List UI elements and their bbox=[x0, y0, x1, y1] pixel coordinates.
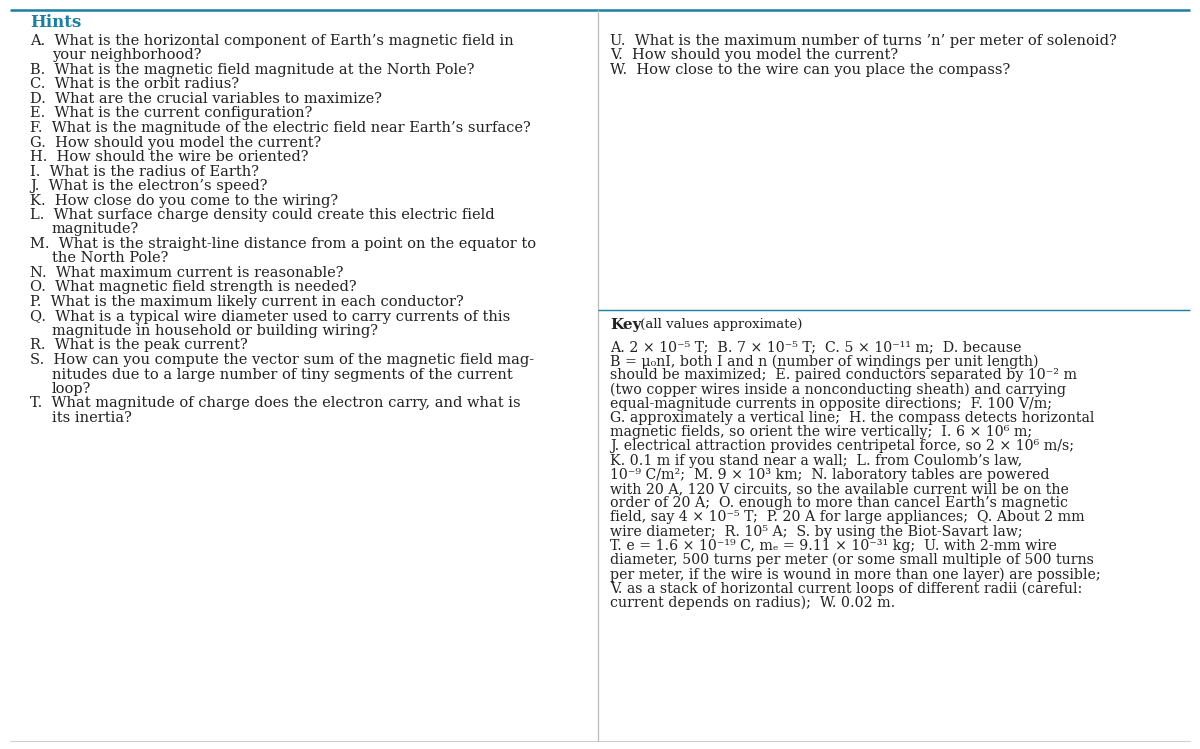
Text: current depends on radius);  W. 0.02 m.: current depends on radius); W. 0.02 m. bbox=[610, 595, 895, 610]
Text: K. 0.1 m if you stand near a wall;  L. from Coulomb’s law,: K. 0.1 m if you stand near a wall; L. fr… bbox=[610, 454, 1022, 467]
Text: I.  What is the radius of Earth?: I. What is the radius of Earth? bbox=[30, 165, 259, 178]
Text: E.  What is the current configuration?: E. What is the current configuration? bbox=[30, 106, 312, 121]
Text: G.  How should you model the current?: G. How should you model the current? bbox=[30, 136, 322, 150]
Text: B = μ₀nI, both I and n (number of windings per unit length): B = μ₀nI, both I and n (number of windin… bbox=[610, 354, 1038, 369]
Text: V.  How should you model the current?: V. How should you model the current? bbox=[610, 49, 898, 62]
Text: S.  How can you compute the vector sum of the magnetic field mag-: S. How can you compute the vector sum of… bbox=[30, 353, 534, 367]
Text: diameter, 500 turns per meter (or some small multiple of 500 turns: diameter, 500 turns per meter (or some s… bbox=[610, 553, 1094, 568]
Text: your neighborhood?: your neighborhood? bbox=[52, 49, 202, 62]
Text: should be maximized;  E. paired conductors separated by 10⁻² m: should be maximized; E. paired conductor… bbox=[610, 369, 1078, 383]
Text: equal-magnitude currents in opposite directions;  F. 100 V/m;: equal-magnitude currents in opposite dir… bbox=[610, 397, 1052, 410]
Text: F.  What is the magnitude of the electric field near Earth’s surface?: F. What is the magnitude of the electric… bbox=[30, 121, 530, 135]
Text: R.  What is the peak current?: R. What is the peak current? bbox=[30, 339, 247, 353]
Text: the North Pole?: the North Pole? bbox=[52, 252, 168, 265]
Text: Key: Key bbox=[610, 318, 642, 332]
Text: field, say 4 × 10⁻⁵ T;  P. 20 A for large appliances;  Q. About 2 mm: field, say 4 × 10⁻⁵ T; P. 20 A for large… bbox=[610, 510, 1085, 524]
Text: M.  What is the straight-line distance from a point on the equator to: M. What is the straight-line distance fr… bbox=[30, 237, 536, 251]
Text: U.  What is the maximum number of turns ’n’ per meter of solenoid?: U. What is the maximum number of turns ’… bbox=[610, 34, 1117, 48]
Text: wire diameter;  R. 10⁵ A;  S. by using the Biot-Savart law;: wire diameter; R. 10⁵ A; S. by using the… bbox=[610, 524, 1022, 539]
Text: L.  What surface charge density could create this electric field: L. What surface charge density could cre… bbox=[30, 208, 494, 222]
Text: A.  What is the horizontal component of Earth’s magnetic field in: A. What is the horizontal component of E… bbox=[30, 34, 514, 48]
Text: magnitude?: magnitude? bbox=[52, 222, 139, 237]
Text: 10⁻⁹ C/m²;  M. 9 × 10³ km;  N. laboratory tables are powered: 10⁻⁹ C/m²; M. 9 × 10³ km; N. laboratory … bbox=[610, 468, 1050, 482]
Text: per meter, if the wire is wound in more than one layer) are possible;: per meter, if the wire is wound in more … bbox=[610, 567, 1100, 581]
Text: D.  What are the crucial variables to maximize?: D. What are the crucial variables to max… bbox=[30, 92, 382, 106]
Text: its inertia?: its inertia? bbox=[52, 411, 132, 425]
Text: A. 2 × 10⁻⁵ T;  B. 7 × 10⁻⁵ T;  C. 5 × 10⁻¹¹ m;  D. because: A. 2 × 10⁻⁵ T; B. 7 × 10⁻⁵ T; C. 5 × 10⁻… bbox=[610, 340, 1021, 354]
Text: with 20 A, 120 V circuits, so the available current will be on the: with 20 A, 120 V circuits, so the availa… bbox=[610, 482, 1069, 496]
Text: J. electrical attraction provides centripetal force, so 2 × 10⁶ m/s;: J. electrical attraction provides centri… bbox=[610, 440, 1074, 453]
Text: J.  What is the electron’s speed?: J. What is the electron’s speed? bbox=[30, 179, 268, 193]
Text: H.  How should the wire be oriented?: H. How should the wire be oriented? bbox=[30, 150, 308, 164]
Text: magnitude in household or building wiring?: magnitude in household or building wirin… bbox=[52, 324, 378, 338]
Text: T.  What magnitude of charge does the electron carry, and what is: T. What magnitude of charge does the ele… bbox=[30, 396, 521, 410]
Text: nitudes due to a large number of tiny segments of the current: nitudes due to a large number of tiny se… bbox=[52, 368, 512, 381]
Text: G. approximately a vertical line;  H. the compass detects horizontal: G. approximately a vertical line; H. the… bbox=[610, 411, 1094, 425]
Text: B.  What is the magnetic field magnitude at the North Pole?: B. What is the magnetic field magnitude … bbox=[30, 63, 474, 77]
Text: N.  What maximum current is reasonable?: N. What maximum current is reasonable? bbox=[30, 266, 343, 280]
Text: (all values approximate): (all values approximate) bbox=[636, 318, 803, 331]
Text: magnetic fields, so orient the wire vertically;  I. 6 × 10⁶ m;: magnetic fields, so orient the wire vert… bbox=[610, 425, 1032, 439]
Text: P.  What is the maximum likely current in each conductor?: P. What is the maximum likely current in… bbox=[30, 295, 463, 309]
Text: V. as a stack of horizontal current loops of different radii (careful:: V. as a stack of horizontal current loop… bbox=[610, 581, 1082, 595]
Text: loop?: loop? bbox=[52, 382, 91, 396]
Text: O.  What magnetic field strength is needed?: O. What magnetic field strength is neede… bbox=[30, 280, 356, 294]
Text: (two copper wires inside a nonconducting sheath) and carrying: (two copper wires inside a nonconducting… bbox=[610, 383, 1066, 397]
Text: C.  What is the orbit radius?: C. What is the orbit radius? bbox=[30, 77, 239, 91]
Text: Hints: Hints bbox=[30, 14, 82, 31]
Text: W.  How close to the wire can you place the compass?: W. How close to the wire can you place t… bbox=[610, 63, 1010, 77]
Text: K.  How close do you come to the wiring?: K. How close do you come to the wiring? bbox=[30, 193, 338, 207]
Text: T. e = 1.6 × 10⁻¹⁹ C, mₑ = 9.11 × 10⁻³¹ kg;  U. with 2-mm wire: T. e = 1.6 × 10⁻¹⁹ C, mₑ = 9.11 × 10⁻³¹ … bbox=[610, 539, 1057, 553]
Text: Q.  What is a typical wire diameter used to carry currents of this: Q. What is a typical wire diameter used … bbox=[30, 309, 510, 324]
Text: order of 20 A;  O. enough to more than cancel Earth’s magnetic: order of 20 A; O. enough to more than ca… bbox=[610, 496, 1068, 510]
